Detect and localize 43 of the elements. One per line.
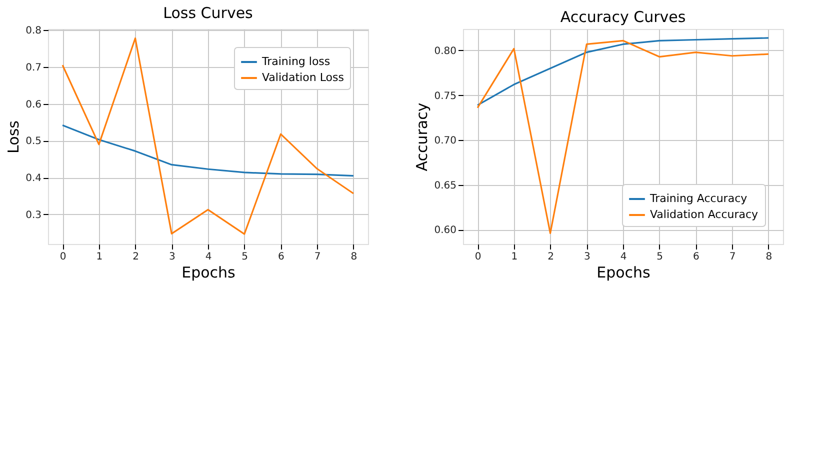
x-tick-label: 6	[693, 252, 700, 262]
x-tick-label: 5	[242, 252, 248, 262]
y-tick-label: 0.60	[434, 225, 456, 236]
x-tick-label: 0	[60, 252, 66, 262]
y-axis-title: Loss	[4, 120, 23, 154]
x-tick-label: 7	[729, 252, 736, 262]
y-tick-label: 0.70	[434, 136, 456, 147]
legend-label: Validation Loss	[262, 71, 344, 84]
y-tick-label: 0.80	[434, 46, 456, 57]
x-tick-label: 8	[766, 252, 772, 262]
legend-label: Training loss	[261, 55, 330, 68]
x-tick-label: 8	[350, 252, 358, 262]
line-series	[62, 37, 354, 235]
x-tick-label: 1	[511, 252, 518, 262]
y-tick-label: 0.7	[26, 62, 42, 74]
y-axis-title: Accuracy	[413, 102, 432, 172]
x-axis-title: Epochs	[182, 264, 236, 282]
chart-title: Accuracy Curves	[560, 8, 686, 26]
y-tick-label: 0.6	[26, 99, 42, 110]
x-tick-label: 0	[474, 252, 482, 262]
line-series	[476, 40, 770, 234]
y-tick-label: 0.8	[26, 26, 42, 37]
x-axis-title: Epochs	[596, 264, 651, 282]
legend-label: Training Accuracy	[649, 192, 748, 205]
y-tick-label: 0.65	[434, 180, 456, 192]
legend-label: Validation Accuracy	[650, 208, 759, 221]
x-tick-label: 6	[278, 252, 284, 262]
x-tick-label: 4	[205, 252, 212, 262]
y-tick-label: 0.4	[26, 173, 42, 184]
x-tick-label: 4	[620, 252, 627, 262]
x-tick-label: 2	[132, 252, 139, 262]
y-tick-label: 0.5	[26, 136, 42, 148]
x-tick-label: 5	[656, 252, 664, 262]
y-tick-label: 0.3	[26, 210, 42, 221]
x-tick-label: 1	[96, 252, 103, 262]
line-series	[62, 124, 354, 177]
chart-title: Loss Curves	[163, 4, 254, 22]
y-tick-label: 0.75	[434, 90, 456, 102]
line-series	[476, 37, 770, 106]
x-tick-label: 2	[548, 252, 554, 262]
x-tick-label: 3	[168, 252, 176, 262]
x-tick-label: 3	[584, 252, 590, 262]
x-tick-label: 7	[314, 252, 321, 262]
